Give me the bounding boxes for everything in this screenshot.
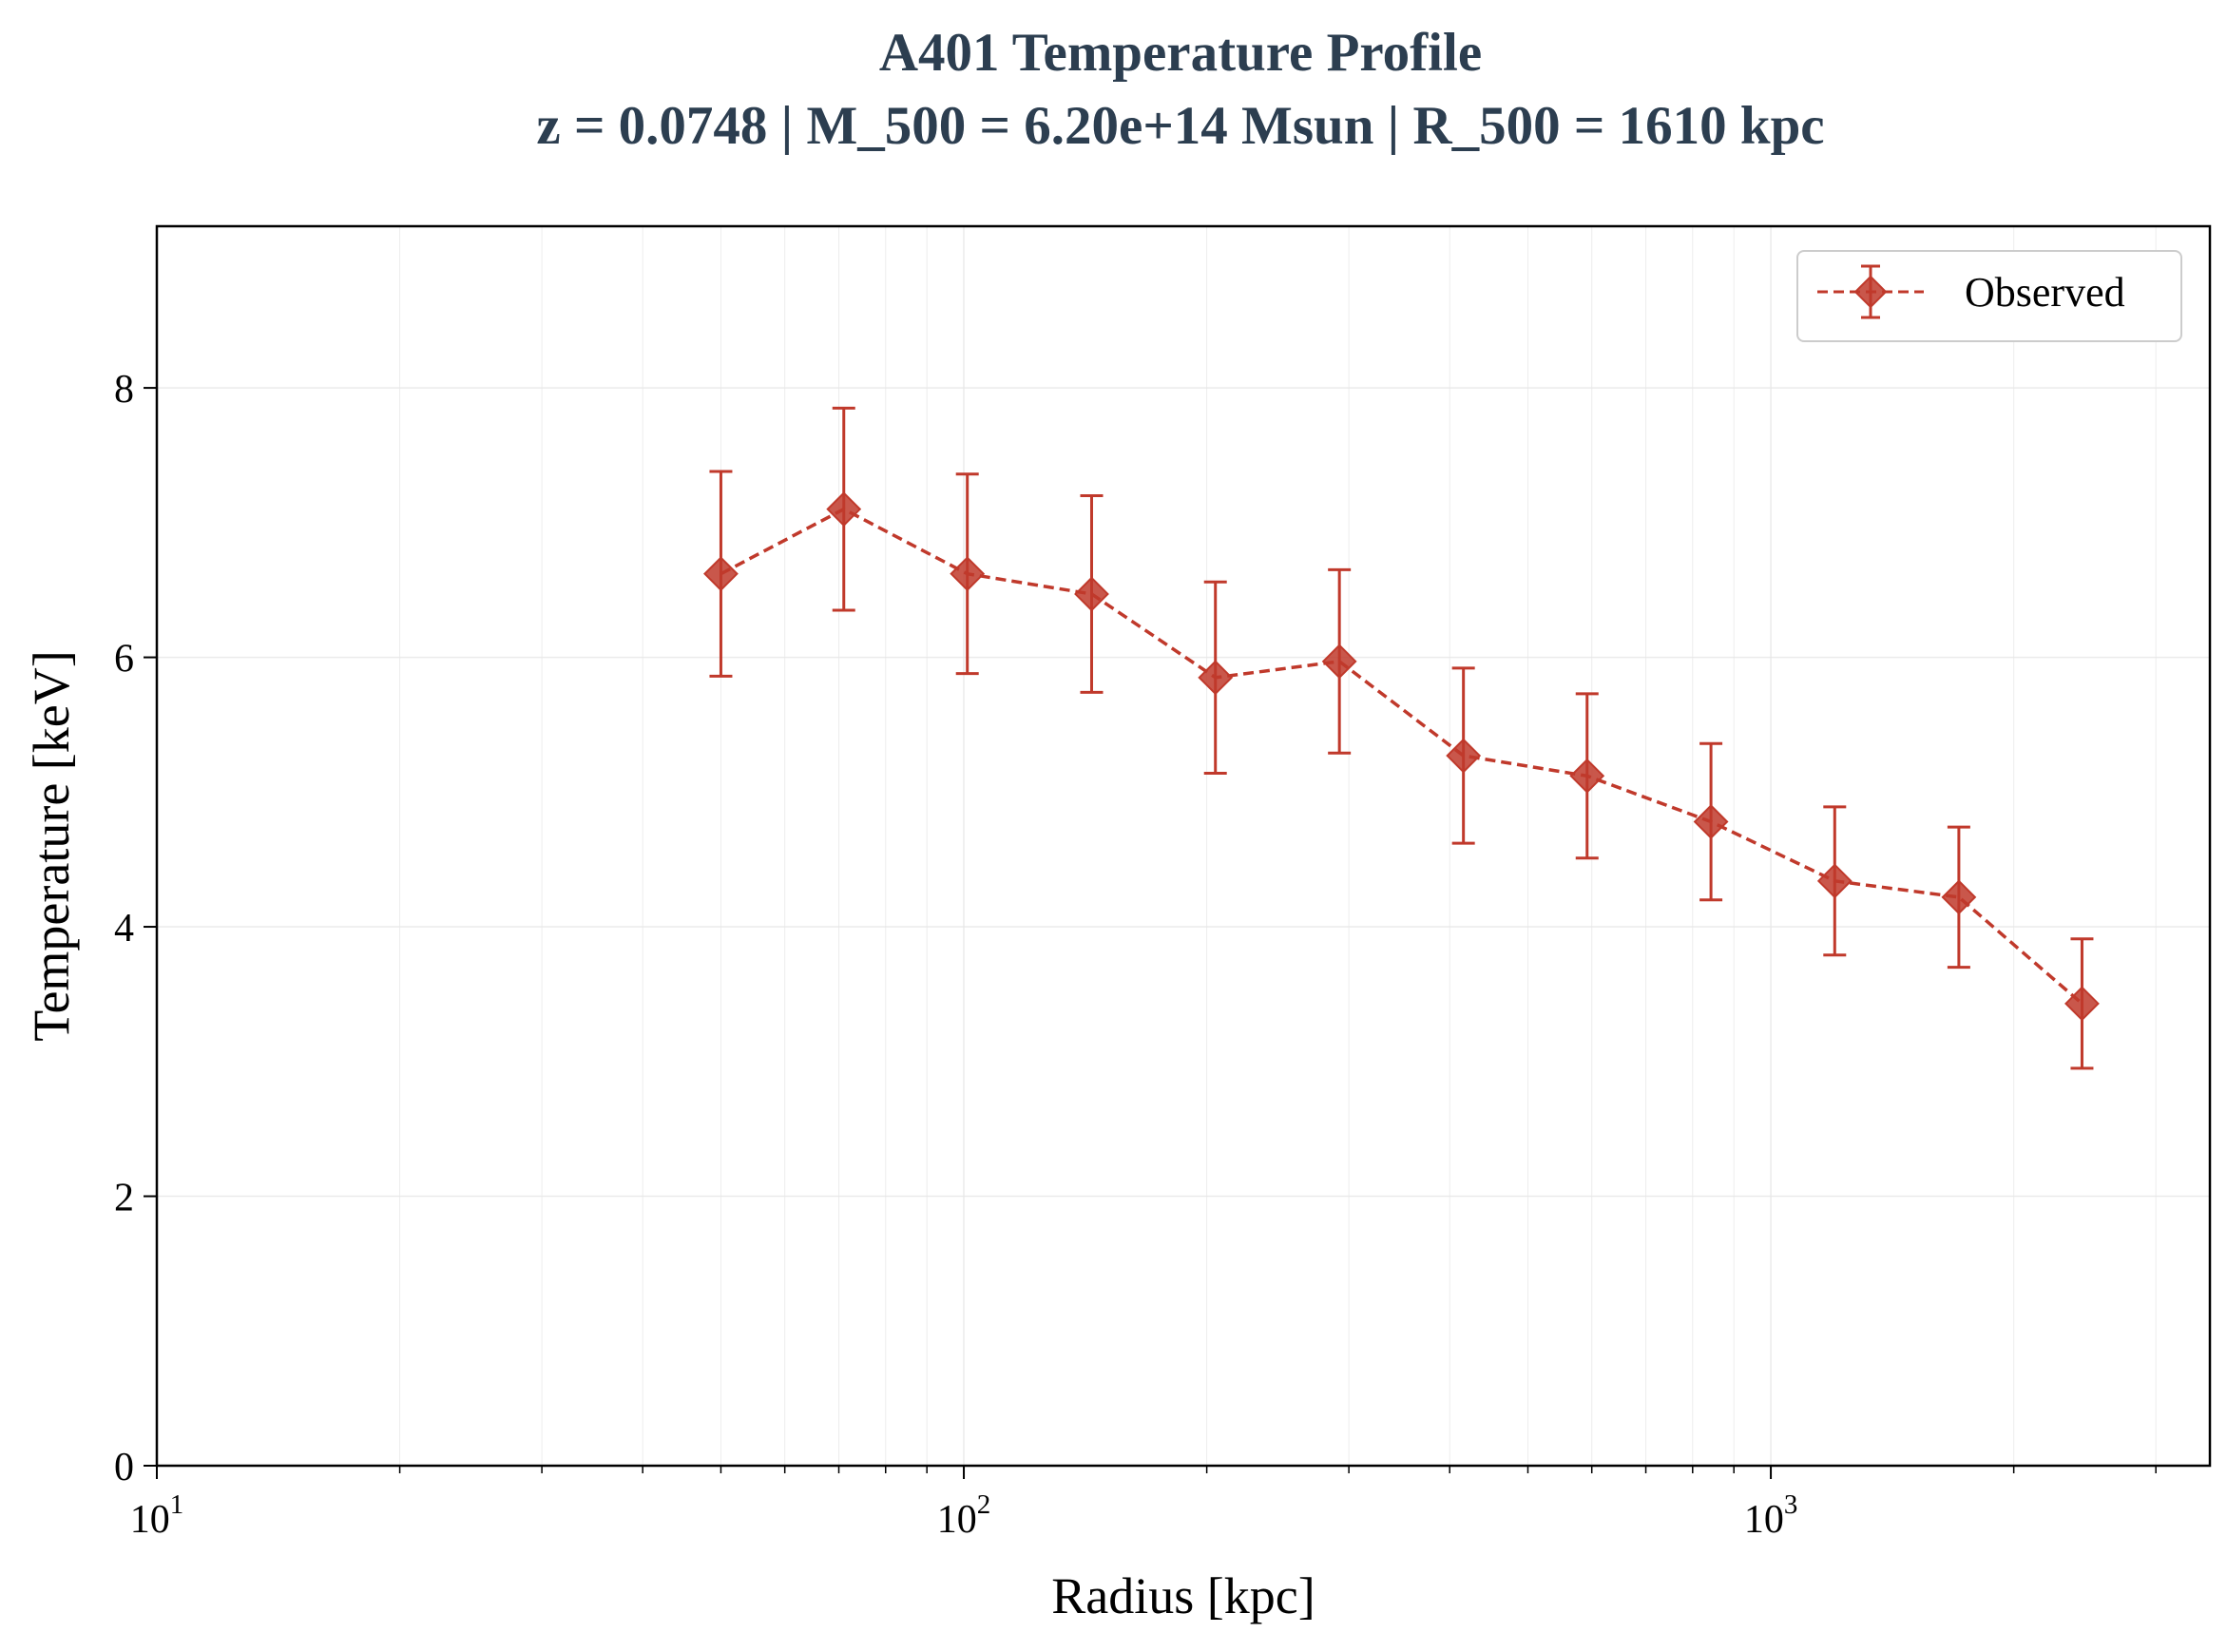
data-point-marker (826, 491, 862, 528)
data-point-marker (1941, 879, 1977, 915)
y-tick-label: 4 (114, 907, 134, 951)
data-point-marker (1816, 863, 1853, 899)
x-tick-label: 101 (130, 1489, 184, 1542)
y-tick-label: 6 (114, 638, 134, 682)
chart-subtitle: z = 0.0748 | M_500 = 6.20e+14 Msun | R_5… (536, 96, 1824, 156)
legend-box (1796, 250, 2182, 342)
data-point-marker (1446, 738, 1482, 774)
y-tick-label: 0 (114, 1446, 134, 1489)
chart-title: A401 Temperature Profile (879, 23, 1482, 83)
plot-frame (155, 224, 2212, 1468)
legend: Observed (1796, 250, 2182, 342)
data-point-marker (1198, 660, 1234, 696)
series-observed (703, 406, 2100, 1070)
data-point-marker (1569, 758, 1605, 794)
data-point-marker (2064, 986, 2100, 1022)
grid-lines (156, 226, 2210, 1467)
data-point-marker (1074, 576, 1109, 612)
x-tick-label: 102 (937, 1489, 991, 1542)
data-point-marker (703, 556, 739, 592)
axis-ticks: 101 102 103 0 2 4 6 8 (114, 368, 2157, 1542)
legend-label-observed: Observed (1965, 269, 2125, 316)
data-point-marker (950, 556, 986, 592)
data-point-marker (1321, 644, 1357, 680)
x-axis-label: Radius [kpc] (1051, 1567, 1315, 1624)
legend-marker-diamond (1853, 275, 1888, 309)
y-tick-label: 2 (114, 1177, 134, 1220)
y-axis-label: Temperature [keV] (23, 650, 80, 1042)
y-tick-label: 8 (114, 368, 134, 412)
series-line (720, 507, 2083, 1006)
x-tick-label: 103 (1744, 1489, 1798, 1542)
data-point-marker (1693, 804, 1729, 839)
